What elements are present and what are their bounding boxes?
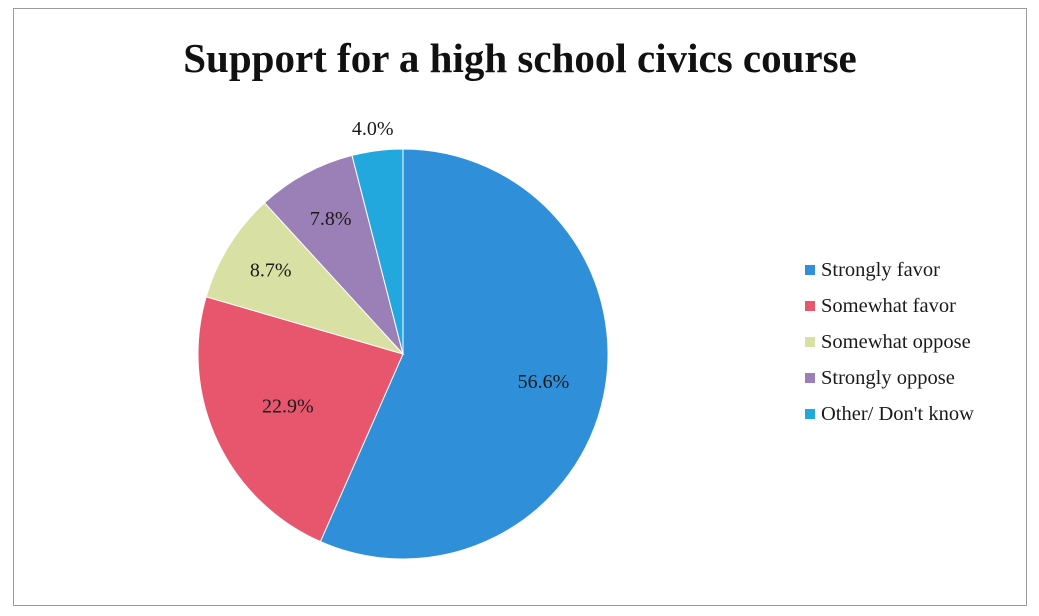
legend-label: Strongly oppose: [821, 366, 955, 389]
legend-swatch: [805, 301, 815, 311]
legend-swatch: [805, 337, 815, 347]
legend-swatch: [805, 373, 815, 383]
data-label-somewhat-oppose: 8.7%: [250, 259, 292, 281]
pie-slice-strongly-oppose: [263, 154, 404, 355]
pie-data-labels: 56.6% 22.9% 8.7% 7.8% 4.0%: [250, 118, 569, 417]
legend-label: Somewhat oppose: [821, 330, 971, 353]
legend-item: Somewhat oppose: [805, 324, 974, 360]
legend-swatch: [805, 409, 815, 419]
data-label-strongly-favor: 56.6%: [518, 371, 570, 393]
pie-slice-somewhat-favor: [197, 296, 404, 543]
chart-title: Support for a high school civics course: [183, 35, 857, 81]
pie-slice-strongly-favor: [319, 148, 609, 560]
chart-legend: Strongly favor Somewhat favor Somewhat opp…: [805, 252, 974, 432]
data-label-somewhat-favor: 22.9%: [262, 395, 314, 417]
legend-item: Other/ Don't know: [805, 396, 974, 432]
pie-slice-other-don-t-know: [351, 148, 404, 355]
pie-slice-somewhat-oppose: [205, 202, 405, 355]
legend-item: Somewhat favor: [805, 288, 974, 324]
legend-label: Strongly favor: [821, 258, 940, 281]
data-label-strongly-oppose: 7.8%: [310, 208, 352, 230]
data-label-other-don-t-know: 4.0%: [352, 118, 394, 140]
pie-slices: [197, 148, 609, 560]
legend-label: Somewhat favor: [821, 294, 956, 317]
legend-label: Other/ Don't know: [821, 402, 974, 425]
legend-item: Strongly oppose: [805, 360, 974, 396]
legend-swatch: [805, 265, 815, 275]
legend-item: Strongly favor: [805, 252, 974, 288]
